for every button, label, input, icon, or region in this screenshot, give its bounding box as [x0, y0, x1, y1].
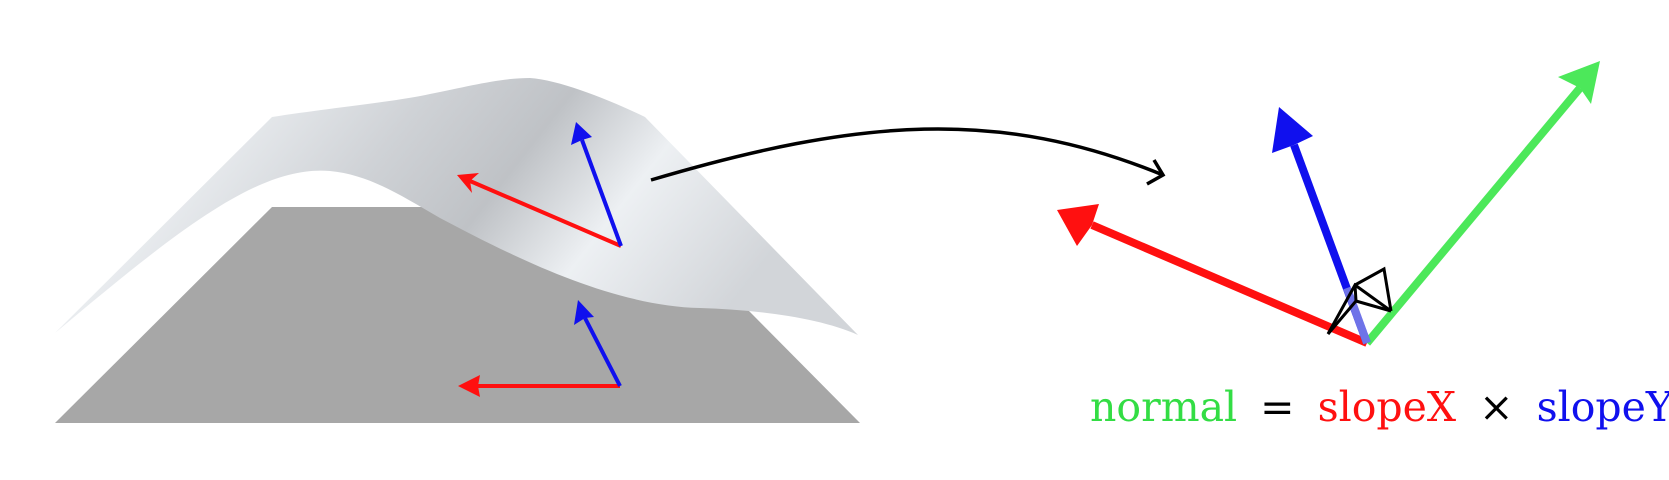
flat-slope-y-arrow [583, 317, 622, 387]
equation-normal: normal [1090, 383, 1237, 431]
flat-slope-y-arrowhead [574, 300, 594, 325]
right-angle-marker-icon [1326, 266, 1393, 335]
equation-cross: × [1479, 383, 1513, 431]
equation-slope-y: slopeY [1537, 383, 1669, 431]
cross-product-vectors [1057, 61, 1600, 347]
slope-y-hidden-segment [1343, 286, 1371, 345]
slope-x-arrowhead [1057, 204, 1099, 246]
surface-slope-y-arrow [580, 139, 623, 247]
curved-surface [55, 78, 858, 335]
equation-equals: = [1260, 383, 1294, 431]
normal-arrow [1363, 85, 1584, 346]
surface-slope-x-arrowhead [457, 173, 479, 193]
slope-y-arrowhead [1272, 107, 1313, 153]
curved-arrow-icon [650, 127, 1166, 186]
slope-x-arrow [1090, 221, 1369, 347]
surface-vectors [457, 122, 623, 248]
flat-slope-x-arrowhead [458, 375, 480, 397]
equation: normal = slopeX × slopeY [1090, 383, 1669, 431]
surface-slope-y-arrowhead [571, 122, 592, 145]
flat-plane-vectors [458, 300, 622, 397]
normal-arrowhead [1558, 61, 1600, 104]
equation-slope-x: slopeX [1318, 383, 1457, 431]
surface-slope-x-arrow [469, 179, 622, 248]
